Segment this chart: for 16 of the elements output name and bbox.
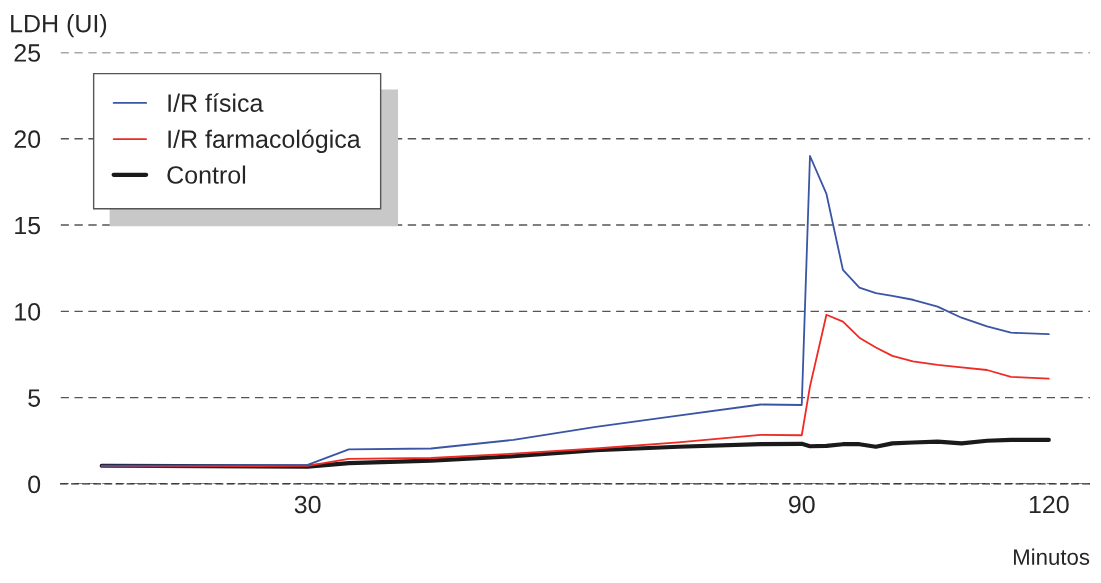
y-tick-label: 20 [14, 130, 41, 149]
y-tick-label: 15 [15, 216, 41, 235]
legend-label: I/R física [168, 93, 264, 112]
x-axis-title: Minutos [1014, 548, 1090, 565]
x-tick-label: 90 [789, 495, 815, 514]
y-axis-title: LDH (UI) [11, 14, 107, 38]
y-tick-label: 10 [15, 302, 41, 321]
line-series [100, 155, 1050, 467]
legend-label: Control [167, 165, 246, 184]
y-tick-label: 25 [14, 44, 41, 62]
x-tick-label: 30 [294, 495, 321, 514]
y-tick-label: 5 [28, 389, 41, 407]
x-tick-label: 120 [1029, 495, 1069, 514]
legend-label: I/R farmacológica [168, 129, 361, 153]
y-tick-label: 0 [28, 475, 41, 494]
line-series [100, 313, 1050, 468]
